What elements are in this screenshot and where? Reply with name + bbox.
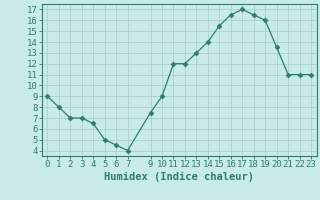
X-axis label: Humidex (Indice chaleur): Humidex (Indice chaleur) xyxy=(104,172,254,182)
